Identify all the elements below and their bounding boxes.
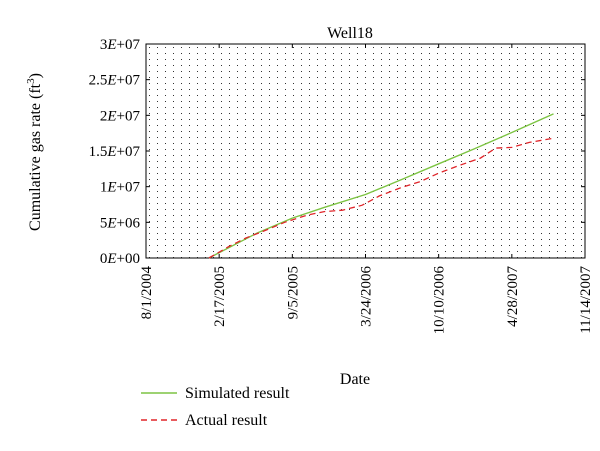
series-layer bbox=[208, 113, 554, 259]
dotted-grid bbox=[146, 44, 585, 258]
y-axis-label: Cumulative gas rate (ft3) bbox=[25, 73, 44, 231]
y-axis-label-close: ) bbox=[27, 73, 44, 78]
y-tick-label: 1.5E+07 bbox=[89, 144, 141, 160]
x-axis-label: Date bbox=[340, 371, 370, 388]
series-line-actual bbox=[208, 137, 554, 259]
y-tick-label: 5E+06 bbox=[100, 215, 141, 231]
y-axis-ticks: 0E+00 5E+06 1E+07 1.5E+07 2E+07 2.5E+07 3E+07 bbox=[89, 37, 585, 267]
y-tick-label: 0E+00 bbox=[100, 251, 140, 267]
x-tick-label: 3/24/2006 bbox=[359, 266, 375, 327]
x-tick-label: 4/28/2007 bbox=[505, 266, 521, 327]
x-tick-label: 10/10/2006 bbox=[432, 266, 448, 335]
y-tick-label: 1E+07 bbox=[100, 180, 141, 196]
x-tick-label: 11/14/2007 bbox=[578, 266, 594, 334]
y-axis-label-sup: 3 bbox=[25, 78, 37, 84]
y-tick-label: 3E+07 bbox=[100, 37, 141, 53]
legend-label: Simulated result bbox=[185, 385, 290, 402]
chart-title: Well18 bbox=[327, 25, 373, 42]
y-tick-label: 2E+07 bbox=[100, 108, 141, 124]
y-axis-label-main: Cumulative gas rate (ft bbox=[27, 83, 44, 231]
x-tick-label: 8/1/2004 bbox=[139, 266, 155, 320]
x-tick-label: 9/5/2005 bbox=[285, 266, 301, 319]
legend: Simulated result Actual result bbox=[141, 385, 290, 429]
plot-area bbox=[145, 43, 586, 259]
legend-label: Actual result bbox=[185, 412, 268, 429]
y-tick-label: 2.5E+07 bbox=[89, 73, 141, 89]
x-tick-label: 2/17/2005 bbox=[212, 266, 228, 327]
x-axis-ticks: 8/1/2004 2/17/2005 9/5/2005 3/24/2006 10/10/… bbox=[139, 44, 594, 334]
series-line-simulated bbox=[208, 113, 554, 259]
